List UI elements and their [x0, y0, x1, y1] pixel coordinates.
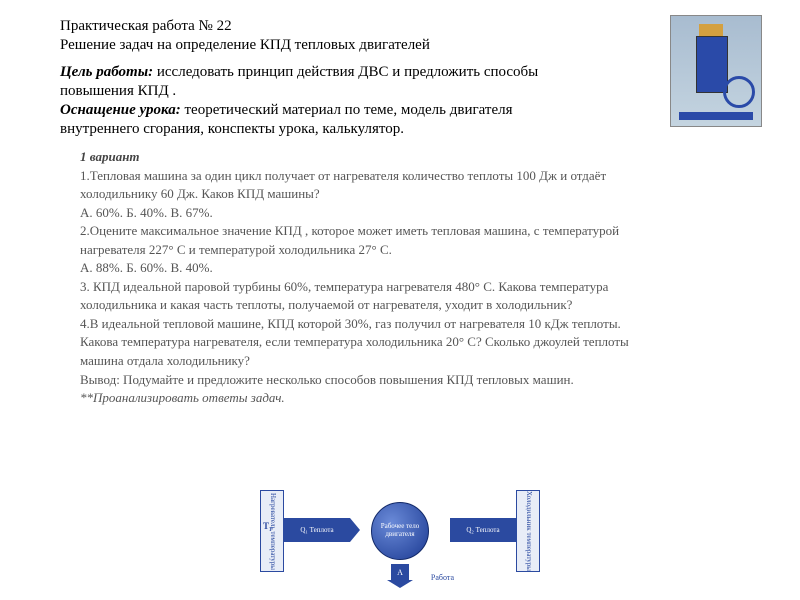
engine-image — [670, 15, 760, 125]
task3-line2: холодильника и какая часть теплоты, полу… — [80, 296, 760, 314]
task2-line2: нагревателя 227° С и температурой холоди… — [80, 241, 760, 259]
equip-label: Оснащение урока: — [60, 102, 181, 118]
tasks-block: 1 вариант 1.Тепловая машина за один цикл… — [80, 148, 760, 407]
goal-label: Цель работы: — [60, 64, 153, 80]
cooler-box: Холодильник температуры — [516, 490, 540, 572]
q2-arrow: Q₂ Теплота — [450, 518, 516, 542]
task2-line1: 2.Оцените максимальное значение КПД , ко… — [80, 222, 760, 240]
heat-engine-diagram: Нагреватель температуры T₁ Q₁ Теплота Ра… — [260, 485, 540, 580]
task1-line1: 1.Тепловая машина за один цикл получает … — [80, 167, 760, 185]
work-label: Работа — [431, 573, 454, 582]
equip-line1: Оснащение урока: теоретический материал … — [60, 102, 760, 119]
work-arrow: A — [391, 564, 409, 580]
task3-line1: 3. КПД идеальной паровой турбины 60%, те… — [80, 278, 760, 296]
conclusion: Вывод: Подумайте и предложите несколько … — [80, 371, 760, 389]
task2-answers: А. 88%. Б. 60%. В. 40%. — [80, 259, 760, 277]
task4-line1: 4.В идеальной тепловой машине, КПД котор… — [80, 315, 760, 333]
t1-label: T₁ — [263, 521, 272, 531]
task1-answers: А. 60%. Б. 40%. В. 67%. — [80, 204, 760, 222]
note: **Проанализировать ответы задач. — [80, 389, 760, 407]
task4-line2: Какова температура нагревателя, если тем… — [80, 333, 760, 351]
goal-line1: Цель работы: исследовать принцип действи… — [60, 64, 760, 81]
task4-line3: машина отдала холодильнику? — [80, 352, 760, 370]
goal-text1: исследовать принцип действия ДВС и предл… — [153, 64, 538, 80]
title-line1: Практическая работа № 22 — [60, 18, 760, 35]
task1-line2: холодильнику 60 Дж. Каков КПД машины? — [80, 185, 760, 203]
equip-text1: теоретический материал по теме, модель д… — [181, 102, 513, 118]
working-body-circle: Рабочее тело двигателя — [371, 502, 429, 560]
q1-arrow: Q₁ Теплота — [284, 518, 350, 542]
heater-box: Нагреватель температуры — [260, 490, 284, 572]
goal-line2: повышения КПД . — [60, 83, 760, 100]
variant-label: 1 вариант — [80, 148, 760, 166]
title-line2: Решение задач на определение КПД тепловы… — [60, 37, 760, 54]
equip-line2: внутреннего сгорания, конспекты урока, к… — [60, 121, 760, 138]
